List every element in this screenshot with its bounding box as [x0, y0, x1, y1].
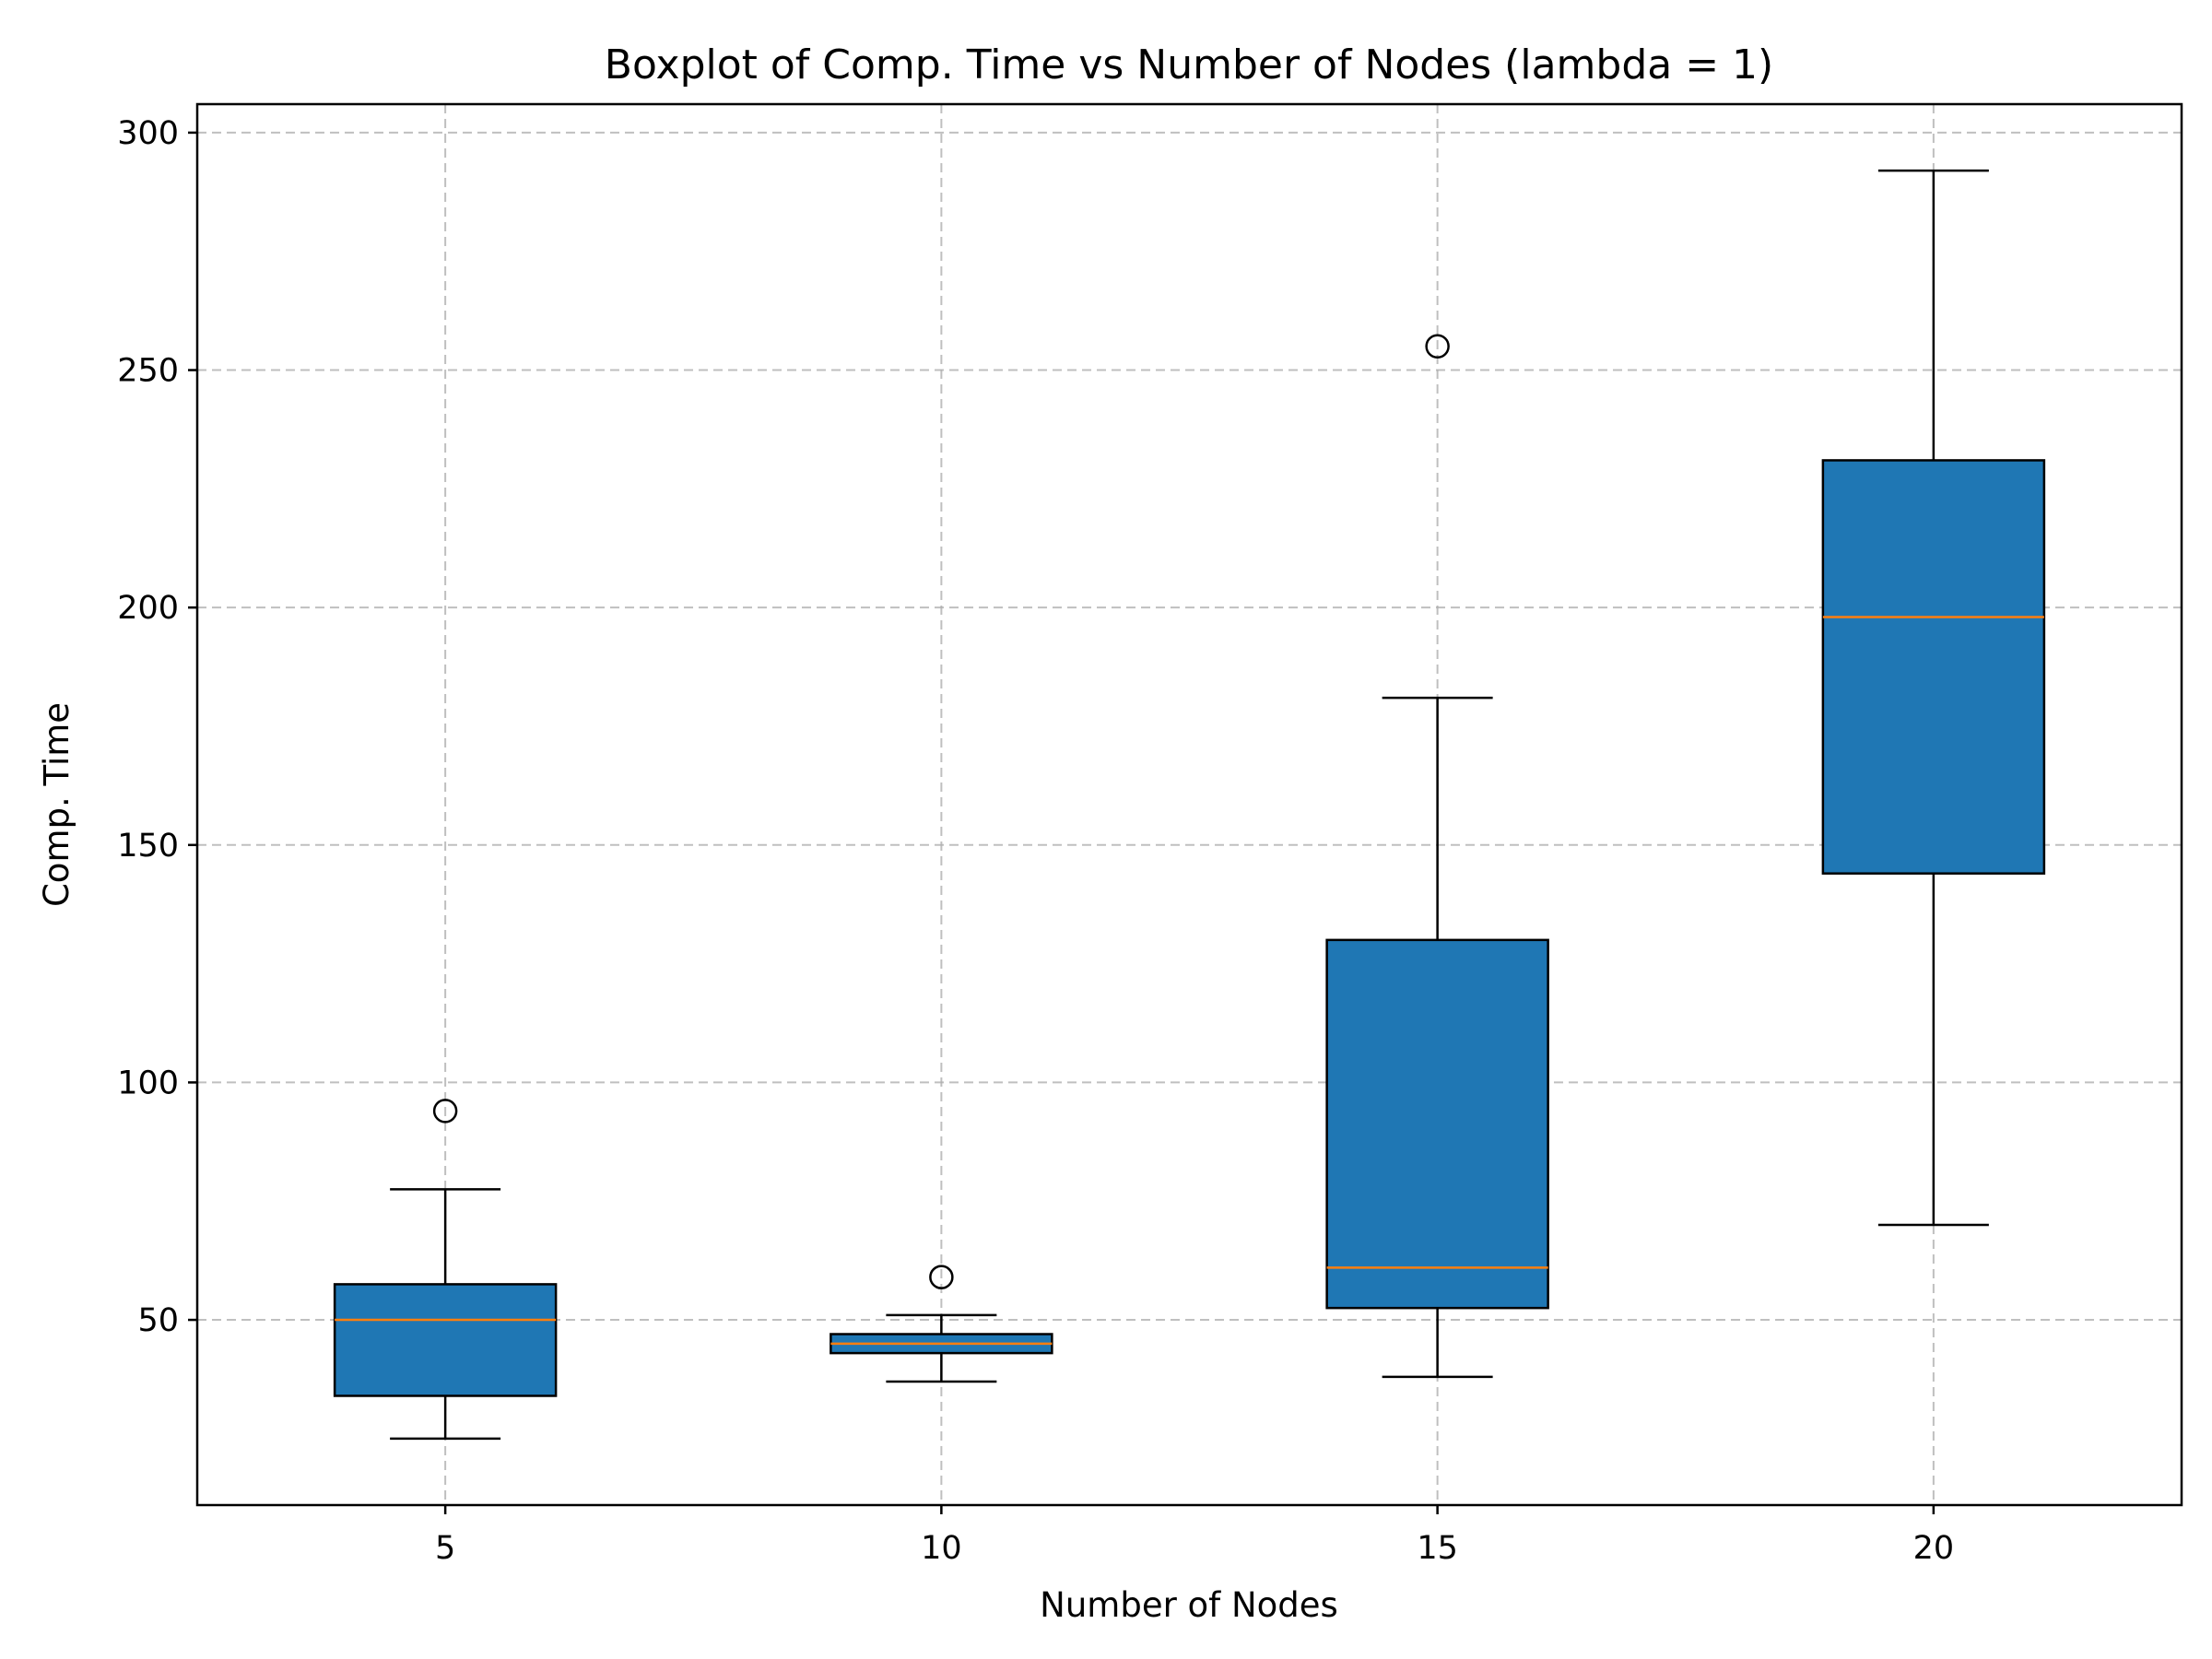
box-15	[1325, 334, 1549, 1379]
plot-frame	[195, 102, 2183, 1507]
grid-lines	[197, 104, 2182, 1505]
iqr-box	[1325, 938, 1549, 1310]
box-20	[1821, 169, 2046, 1227]
box-5	[333, 1099, 558, 1441]
iqr-box	[333, 1283, 558, 1397]
x-axis-label: Number of Nodes	[1040, 1585, 1338, 1625]
iqr-box	[1821, 459, 2046, 875]
chart-title: Boxplot of Comp. Time vs Number of Nodes…	[605, 41, 1773, 88]
y-tick-label: 250	[117, 353, 179, 390]
outlier-point	[1425, 334, 1450, 359]
y-axis-label: Comp. Time	[37, 702, 76, 907]
y-tick-label: 200	[117, 590, 179, 627]
outlier-point	[432, 1099, 458, 1124]
x-tick-label: 15	[1417, 1530, 1458, 1567]
y-tick-label: 300	[117, 115, 179, 152]
box-10	[830, 1265, 1053, 1383]
outlier-point	[929, 1265, 954, 1289]
x-tick-label: 20	[1913, 1530, 1955, 1567]
box-series	[333, 169, 2046, 1441]
axes: 50 100 150 200 250 300 5 10 15 20	[117, 115, 1954, 1567]
x-tick-label: 10	[921, 1530, 962, 1567]
y-tick-label: 100	[117, 1065, 179, 1101]
y-tick-label: 150	[117, 828, 179, 865]
y-tick-label: 50	[137, 1302, 179, 1339]
x-tick-label: 5	[435, 1530, 455, 1567]
